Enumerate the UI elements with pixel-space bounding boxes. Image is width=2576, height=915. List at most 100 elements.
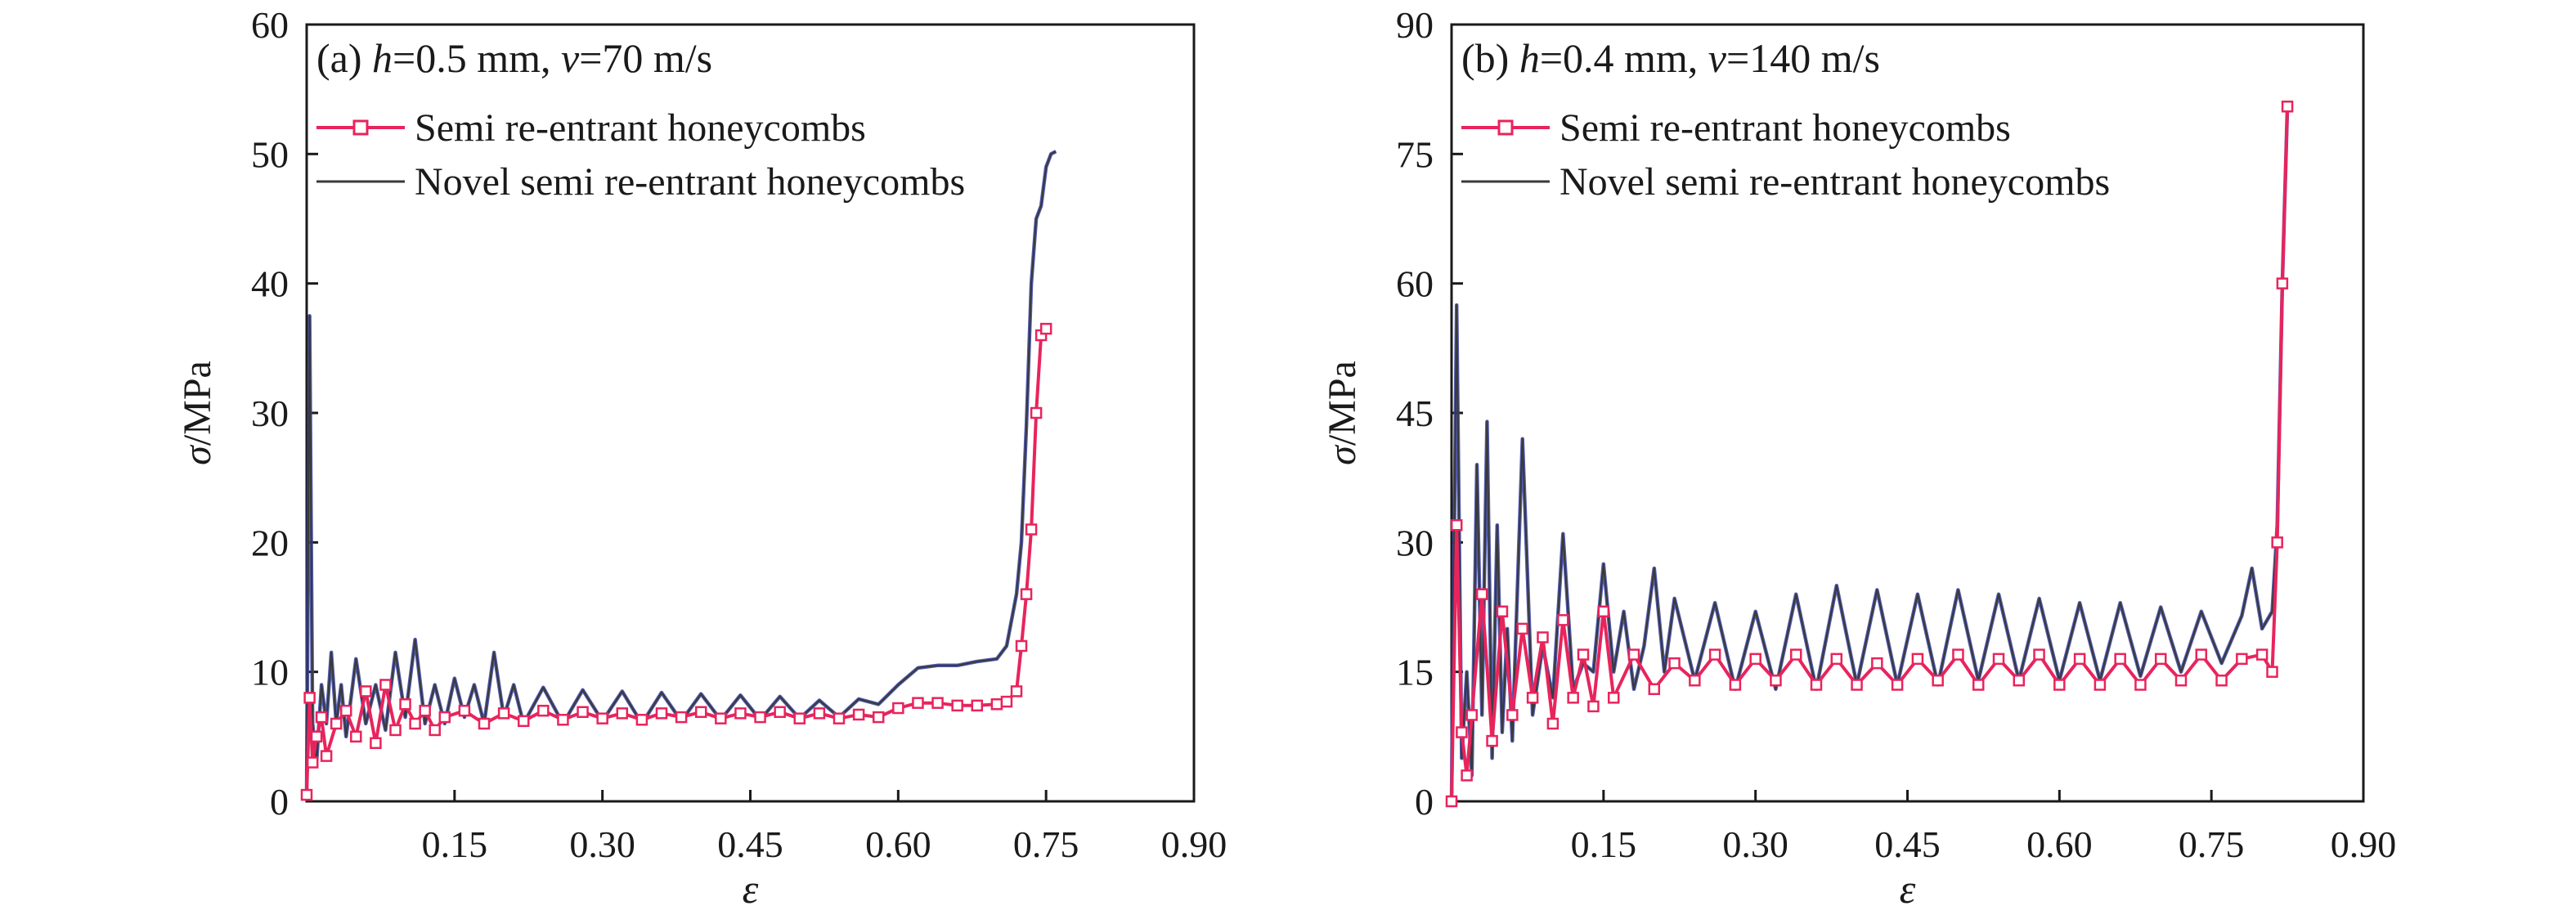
text-part: (a) [316,35,372,81]
y-axis-label: σ/MPa [1321,361,1364,465]
data-point-marker [438,711,451,724]
data-point-marker [330,717,343,730]
text-part: /MPa [1321,361,1364,446]
data-point-marker [931,697,944,709]
data-point-marker [1475,588,1488,600]
data-point-marker [1789,648,1802,661]
data-point-marker [1496,605,1509,618]
text-part: v [1708,35,1727,81]
data-point-marker [2174,674,2188,687]
data-point-marker [872,711,885,724]
data-point-marker [793,712,806,724]
data-point-marker [1461,769,1473,782]
data-point-marker [852,708,865,721]
legend-marker [352,119,369,136]
x-tick-label: 0.30 [569,823,635,865]
data-point-marker [832,712,846,724]
data-point-marker [675,711,688,724]
data-point-marker [734,707,747,720]
legend-label: Semi re-entrant honeycombs [1560,106,2011,150]
y-tick-label: 0 [270,781,289,823]
text-part: =0.5 mm, [393,35,561,81]
data-point-marker [389,724,402,737]
data-point-marker [2255,648,2269,661]
data-point-marker [2271,536,2283,549]
data-point-marker [715,712,727,724]
data-point-marker [1516,622,1528,635]
text-part: v [561,35,580,81]
data-point-marker [1015,639,1028,653]
y-tick-label: 60 [251,4,289,46]
text-part: /MPa [176,361,219,446]
panel-title: (b) h=0.4 mm, v=140 m/s [1461,35,1880,81]
legend-label: Novel semi re-entrant honeycombs [1560,160,2110,204]
chart-panel-b: 0.15 0.30 0.45 0.60 0.75 0.90 0 15 30 45 60 75 90 ε σ/… [1321,4,2396,912]
data-point-marker [2215,674,2228,687]
data-point-marker [1607,692,1620,704]
y-tick-label: 50 [251,133,289,175]
data-point-marker [2195,648,2208,661]
data-point-marker [1770,674,1782,687]
text-part: =140 m/s [1726,35,1880,81]
text-part: h [1519,35,1540,81]
data-point-marker [1891,679,1904,691]
data-point-marker [1992,653,2005,666]
chart-panel-a: 0.15 0.30 0.45 0.60 0.75 0.90 0 10 20 30 40 50 60 ε σ/… [176,4,1227,912]
data-point-marker [2154,653,2167,666]
x-tick-label: 0.15 [422,823,488,865]
y-tick-label: 10 [251,652,289,693]
data-point-marker [1749,653,1761,666]
data-point-marker [537,704,550,717]
y-tick-label: 15 [1396,652,1434,693]
legend-label: Novel semi re-entrant honeycombs [415,160,965,204]
data-point-marker [1546,717,1560,730]
panel-title: (a) h=0.5 mm, v=70 m/s [316,35,712,81]
data-point-marker [951,699,963,712]
data-point-marker [517,715,530,728]
data-point-marker [320,750,333,762]
data-point-marker [1648,683,1661,696]
data-point-marker [370,737,382,749]
y-tick-label: 20 [251,522,289,563]
data-point-marker [310,730,323,743]
data-point-marker [813,707,826,720]
text-part: σ [176,444,219,465]
data-point-marker [1668,657,1681,670]
data-point-marker [2276,277,2289,289]
data-point-marker [1039,322,1052,335]
y-tick-label: 90 [1396,4,1434,46]
data-point-marker [1729,679,1742,691]
data-point-marker [360,685,372,697]
data-point-marker [1030,406,1043,419]
legend-label: Semi re-entrant honeycombs [415,106,866,150]
data-point-marker [2073,653,2086,666]
data-point-marker [497,707,510,720]
data-point-marker [1911,653,1924,666]
data-point-marker [1450,518,1463,532]
data-point-marker [616,707,629,720]
data-point-marker [1025,523,1038,536]
y-tick-label: 45 [1396,392,1434,434]
data-point-marker [2134,679,2147,691]
data-point-marker [1851,679,1863,691]
data-point-marker [892,702,904,715]
data-point-marker [2236,653,2248,666]
data-point-marker [1506,709,1519,721]
data-point-marker [557,714,569,726]
data-point-marker [2114,653,2126,666]
x-axis-label: ε [743,866,759,912]
y-tick-label: 30 [1396,522,1434,563]
x-tick-label: 0.60 [865,823,931,865]
data-point-marker [596,712,608,724]
data-point-marker [1557,614,1569,626]
text-part: h [372,35,393,81]
data-point-marker [1010,685,1023,697]
data-point-marker [1567,692,1579,704]
data-point-marker [912,697,924,709]
data-point-marker [300,788,313,801]
data-point-marker [1972,679,1985,691]
y-tick-label: 30 [251,392,289,434]
x-tick-label: 0.90 [2331,823,2397,865]
data-point-marker [306,756,319,769]
x-tick-label: 0.75 [1013,823,1079,865]
